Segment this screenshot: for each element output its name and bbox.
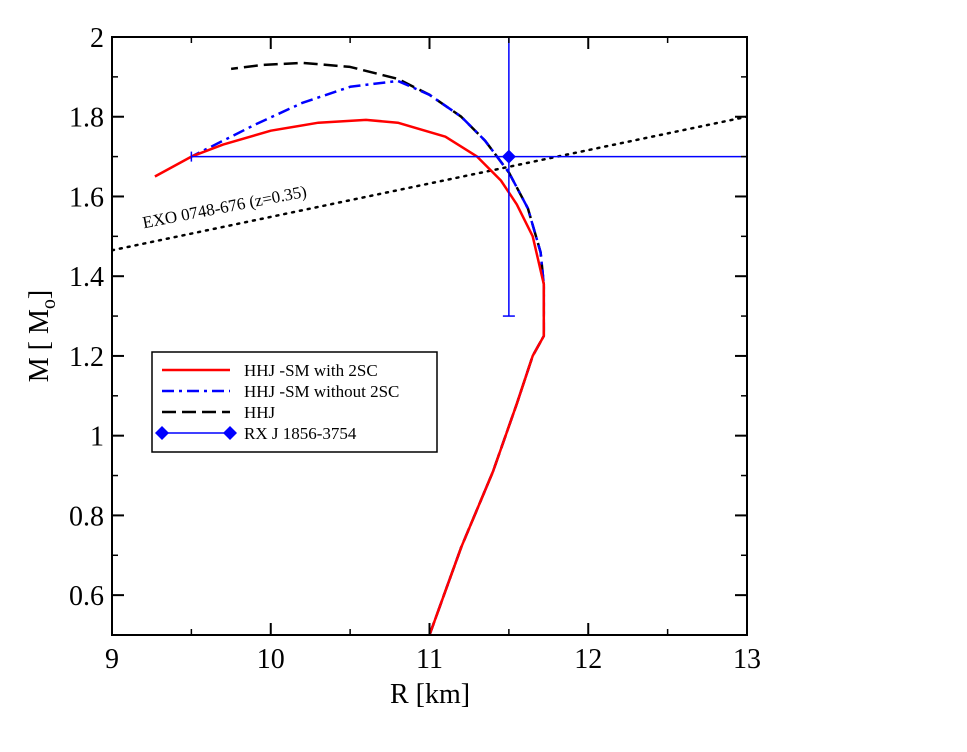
y-tick-label: 1.4: [69, 262, 104, 293]
data-point-rx-j-1856-3754: [501, 149, 516, 164]
x-tick-label: 9: [105, 644, 119, 675]
y-axis-title-sub: o: [38, 299, 60, 309]
legend-swatch-diamond: [223, 426, 237, 440]
series-line-hhj-sm-without-2sc: [190, 79, 546, 635]
x-tick-label: 10: [257, 644, 285, 675]
x-tick-label: 12: [574, 644, 602, 675]
y-tick-label: 1.6: [69, 182, 104, 213]
y-tick-label: 2: [90, 23, 104, 54]
y-axis-title-end: ]: [24, 290, 55, 299]
x-tick-label: 11: [416, 644, 443, 675]
y-tick-label: 1.8: [69, 103, 104, 134]
legend-swatch-diamond: [155, 426, 169, 440]
x-tick-label: 13: [733, 644, 761, 675]
y-axis-title-main: M [ M: [24, 309, 55, 382]
y-tick-label: 0.8: [69, 501, 104, 532]
y-tick-label: 1: [90, 422, 104, 453]
annotation-exo: EXO 0748-676 (z=0.35): [141, 182, 308, 232]
legend-label: RX J 1856-3754: [244, 424, 357, 443]
series-line-exo-0748-676-z-0-35: [112, 115, 747, 252]
legend-label: HHJ -SM with 2SC: [244, 361, 378, 380]
series-line-hhj-sm-with-2sc: [154, 118, 546, 635]
legend-label: HHJ: [244, 403, 276, 422]
legend-box: [151, 351, 438, 453]
y-tick-label: 0.6: [69, 581, 104, 612]
legend-label: HHJ -SM without 2SC: [244, 382, 399, 401]
series-line-hhj: [230, 61, 546, 635]
y-tick-label: 1.2: [69, 342, 104, 373]
y-axis-title: M [ Mo]: [24, 290, 60, 382]
plot-frame: [111, 36, 748, 636]
x-axis-title: R [km]: [390, 679, 470, 710]
